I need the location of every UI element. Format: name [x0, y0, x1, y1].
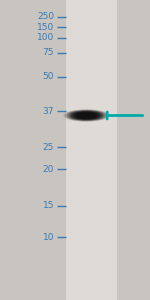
Ellipse shape: [71, 112, 102, 119]
Ellipse shape: [69, 111, 103, 120]
Text: 75: 75: [42, 48, 54, 57]
Text: 100: 100: [37, 33, 54, 42]
Ellipse shape: [80, 114, 93, 117]
Text: 50: 50: [42, 72, 54, 81]
Text: 20: 20: [43, 165, 54, 174]
Text: 37: 37: [42, 106, 54, 116]
Ellipse shape: [76, 113, 96, 118]
Text: 150: 150: [37, 22, 54, 32]
Ellipse shape: [66, 110, 107, 121]
Ellipse shape: [78, 113, 94, 118]
Text: 10: 10: [42, 232, 54, 242]
Ellipse shape: [73, 112, 100, 119]
Text: 250: 250: [37, 12, 54, 21]
Text: 25: 25: [43, 142, 54, 152]
Text: 15: 15: [42, 201, 54, 210]
Bar: [66, 0, 117, 300]
Ellipse shape: [67, 111, 105, 120]
Ellipse shape: [75, 112, 98, 118]
Ellipse shape: [64, 110, 109, 121]
